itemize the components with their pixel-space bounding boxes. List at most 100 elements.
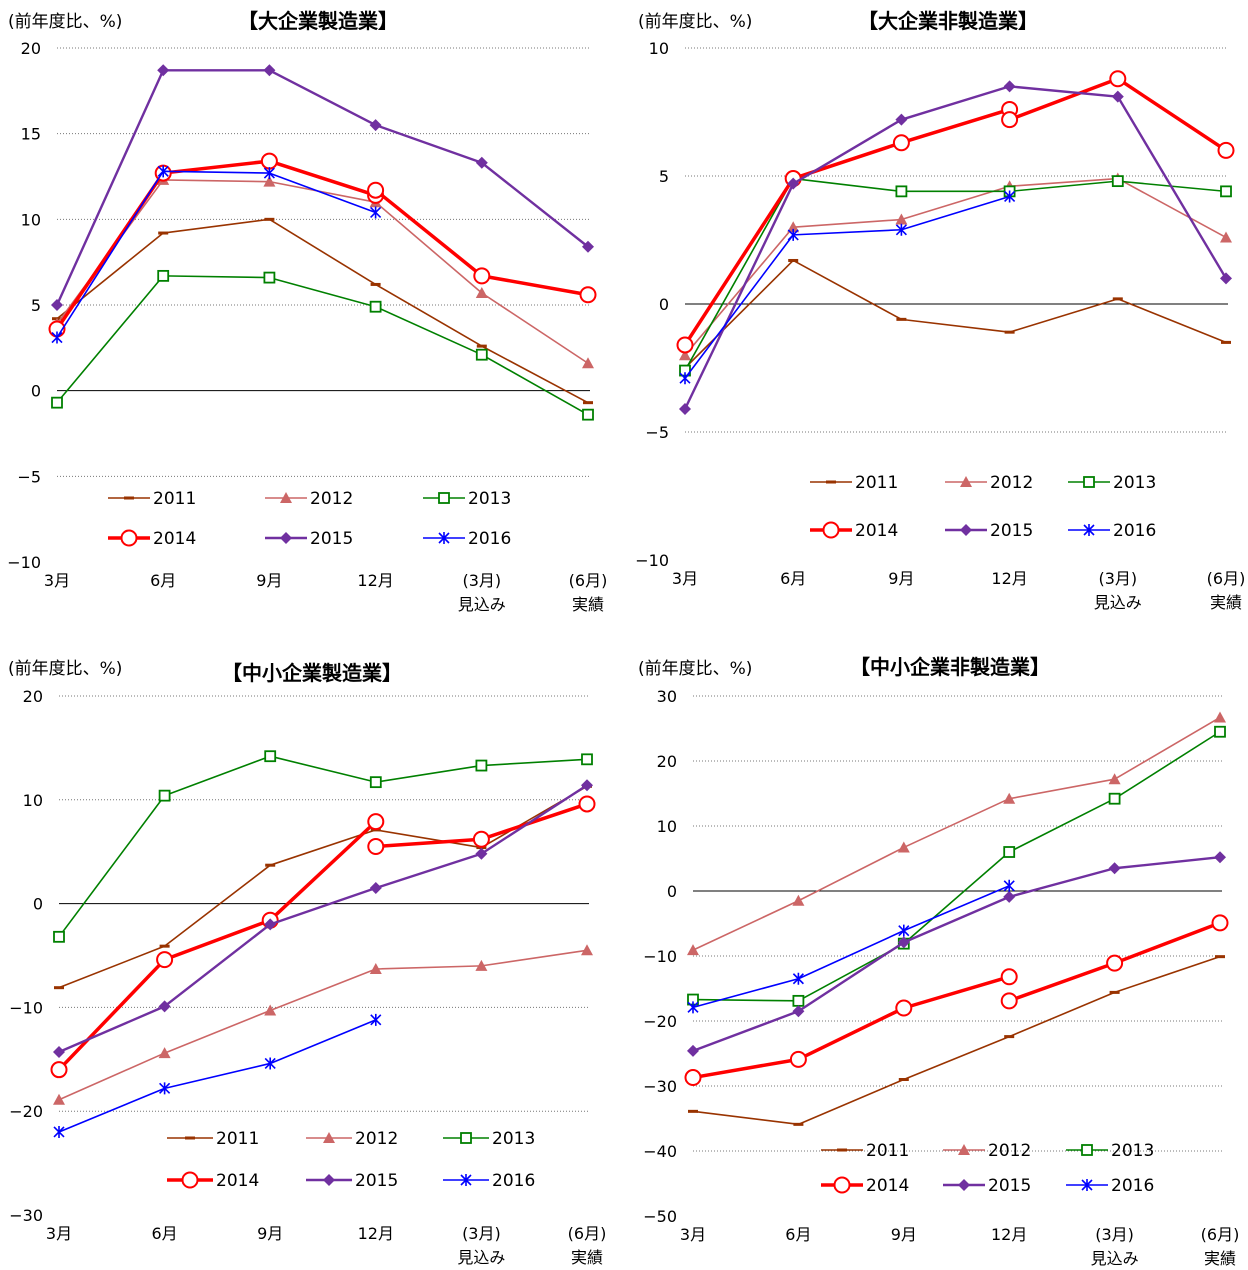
x-tick-label: 6月 bbox=[152, 1224, 178, 1243]
data-point-2012 bbox=[369, 962, 382, 974]
legend-item-2012: 2012 bbox=[306, 1129, 398, 1149]
chart-title: 【中小企業非製造業】 bbox=[850, 655, 1050, 679]
legend-label: 2012 bbox=[990, 473, 1033, 493]
legend-label: 2015 bbox=[988, 1176, 1031, 1196]
chart-large-nonmanufacturing: (前年度比、%) 【大企業非製造業】 −10 −5 0 5 10 3月 6月 9月 12月 (3月) 見… bbox=[635, 9, 1246, 612]
series-2015 bbox=[679, 80, 1232, 415]
x-tick-label: 3月 bbox=[680, 1225, 706, 1244]
data-point-2015 bbox=[475, 156, 488, 169]
series-line-2014 bbox=[683, 107, 1011, 346]
data-point-2011 bbox=[159, 944, 170, 948]
data-point-2013 bbox=[53, 930, 65, 943]
legend-marker bbox=[280, 492, 292, 503]
legend-marker bbox=[460, 1174, 472, 1186]
legend-label: 2011 bbox=[855, 473, 898, 493]
series-line-2013 bbox=[58, 755, 588, 938]
data-point-2011 bbox=[265, 863, 276, 867]
data-point-2011 bbox=[1004, 1035, 1015, 1039]
series-line-2012 bbox=[56, 179, 589, 364]
legend-label: 2015 bbox=[990, 521, 1033, 541]
y-tick-label: 10 bbox=[23, 791, 43, 810]
data-point-2014 bbox=[1217, 141, 1235, 159]
legend-label: 2016 bbox=[1113, 521, 1156, 541]
x-tick-sublabel: 実績 bbox=[572, 595, 604, 614]
data-point-2015 bbox=[787, 177, 800, 190]
data-point-2015 bbox=[582, 240, 594, 253]
data-point-2015 bbox=[51, 299, 63, 311]
chart-title: 【大企業非製造業】 bbox=[858, 9, 1038, 33]
x-tick-label: (6月) bbox=[1207, 569, 1246, 588]
series-2016 bbox=[679, 190, 1016, 385]
x-tick-label: 6月 bbox=[150, 571, 176, 590]
series-2014 bbox=[48, 152, 597, 338]
series-line-2015 bbox=[58, 784, 588, 1054]
series-2016 bbox=[53, 1013, 382, 1138]
legend-marker bbox=[438, 492, 450, 504]
series-2014 bbox=[676, 70, 1235, 354]
data-point-2014 bbox=[1109, 70, 1127, 88]
legend-item-2014: 2014 bbox=[167, 1171, 259, 1191]
x-tick-label: 6月 bbox=[780, 569, 806, 588]
data-point-2014 bbox=[50, 1061, 68, 1079]
x-tick-label: (6月) bbox=[569, 571, 608, 590]
legend-label: 2013 bbox=[468, 489, 511, 509]
series-2013 bbox=[53, 750, 593, 943]
series-2016 bbox=[687, 879, 1015, 1014]
data-point-2011 bbox=[1112, 297, 1123, 301]
data-point-2014 bbox=[895, 999, 913, 1017]
series-line-2014 bbox=[55, 159, 377, 330]
data-point-2013 bbox=[369, 776, 382, 789]
data-point-2011 bbox=[896, 317, 907, 321]
legend-item-2016: 2016 bbox=[1068, 521, 1156, 541]
y-tick-label: −5 bbox=[17, 467, 41, 486]
y-tick-label: 5 bbox=[659, 167, 669, 186]
legend-label: 2012 bbox=[310, 489, 353, 509]
x-tick-label: (3月) bbox=[462, 1224, 501, 1243]
legend-marker bbox=[185, 1136, 195, 1140]
data-point-2011 bbox=[788, 258, 799, 262]
x-tick-label: 12月 bbox=[991, 1225, 1027, 1244]
data-point-2012 bbox=[1214, 711, 1226, 723]
legend-item-2013: 2013 bbox=[443, 1129, 535, 1149]
data-point-2012 bbox=[581, 944, 593, 956]
x-tick-label: 12月 bbox=[357, 571, 393, 590]
series-line-2016 bbox=[58, 1019, 377, 1133]
data-point-2016 bbox=[1003, 879, 1015, 892]
series-2016 bbox=[51, 165, 382, 344]
legend-item-2015: 2015 bbox=[265, 529, 353, 549]
y-tick-label: 30 bbox=[657, 687, 677, 706]
data-point-2014 bbox=[367, 181, 385, 199]
legend-marker bbox=[960, 524, 972, 536]
series-line-2012 bbox=[58, 949, 588, 1101]
data-point-2016 bbox=[895, 223, 907, 236]
data-point-2016 bbox=[687, 1001, 699, 1014]
y-tick-label: 20 bbox=[21, 39, 41, 58]
y-tick-label: 20 bbox=[657, 752, 677, 771]
data-point-2012 bbox=[1220, 231, 1232, 243]
series-line-2014 bbox=[57, 820, 377, 1071]
data-point-2011 bbox=[370, 282, 381, 286]
data-point-2016 bbox=[264, 1057, 276, 1070]
legend-marker bbox=[958, 1179, 970, 1191]
data-point-2012 bbox=[264, 1004, 277, 1016]
data-point-2015 bbox=[158, 1000, 171, 1013]
series-line-2012 bbox=[684, 177, 1227, 356]
series-line-2013 bbox=[56, 275, 589, 416]
legend-marker bbox=[280, 532, 292, 544]
data-point-2012 bbox=[787, 221, 800, 233]
data-point-2011 bbox=[1221, 340, 1231, 344]
legend-item-2011: 2011 bbox=[821, 1141, 909, 1161]
legend-item-2011: 2011 bbox=[108, 489, 196, 509]
data-point-2013 bbox=[369, 300, 382, 313]
legend-label: 2014 bbox=[855, 521, 898, 541]
legend-marker bbox=[826, 480, 836, 484]
chart-sme-nonmanufacturing: (前年度比、%) 【中小企業非製造業】 −50 −40 −30 −20 −10 0 10 20 30… bbox=[638, 655, 1239, 1268]
data-point-2014 bbox=[1106, 954, 1124, 972]
data-point-2015 bbox=[1003, 890, 1016, 903]
x-tick-label: (3月) bbox=[462, 571, 501, 590]
series-line-2011 bbox=[684, 259, 1227, 369]
y-tick-label: −10 bbox=[635, 551, 669, 570]
x-tick-label: 3月 bbox=[672, 569, 698, 588]
series-2015 bbox=[51, 64, 594, 311]
data-point-2015 bbox=[679, 402, 691, 415]
